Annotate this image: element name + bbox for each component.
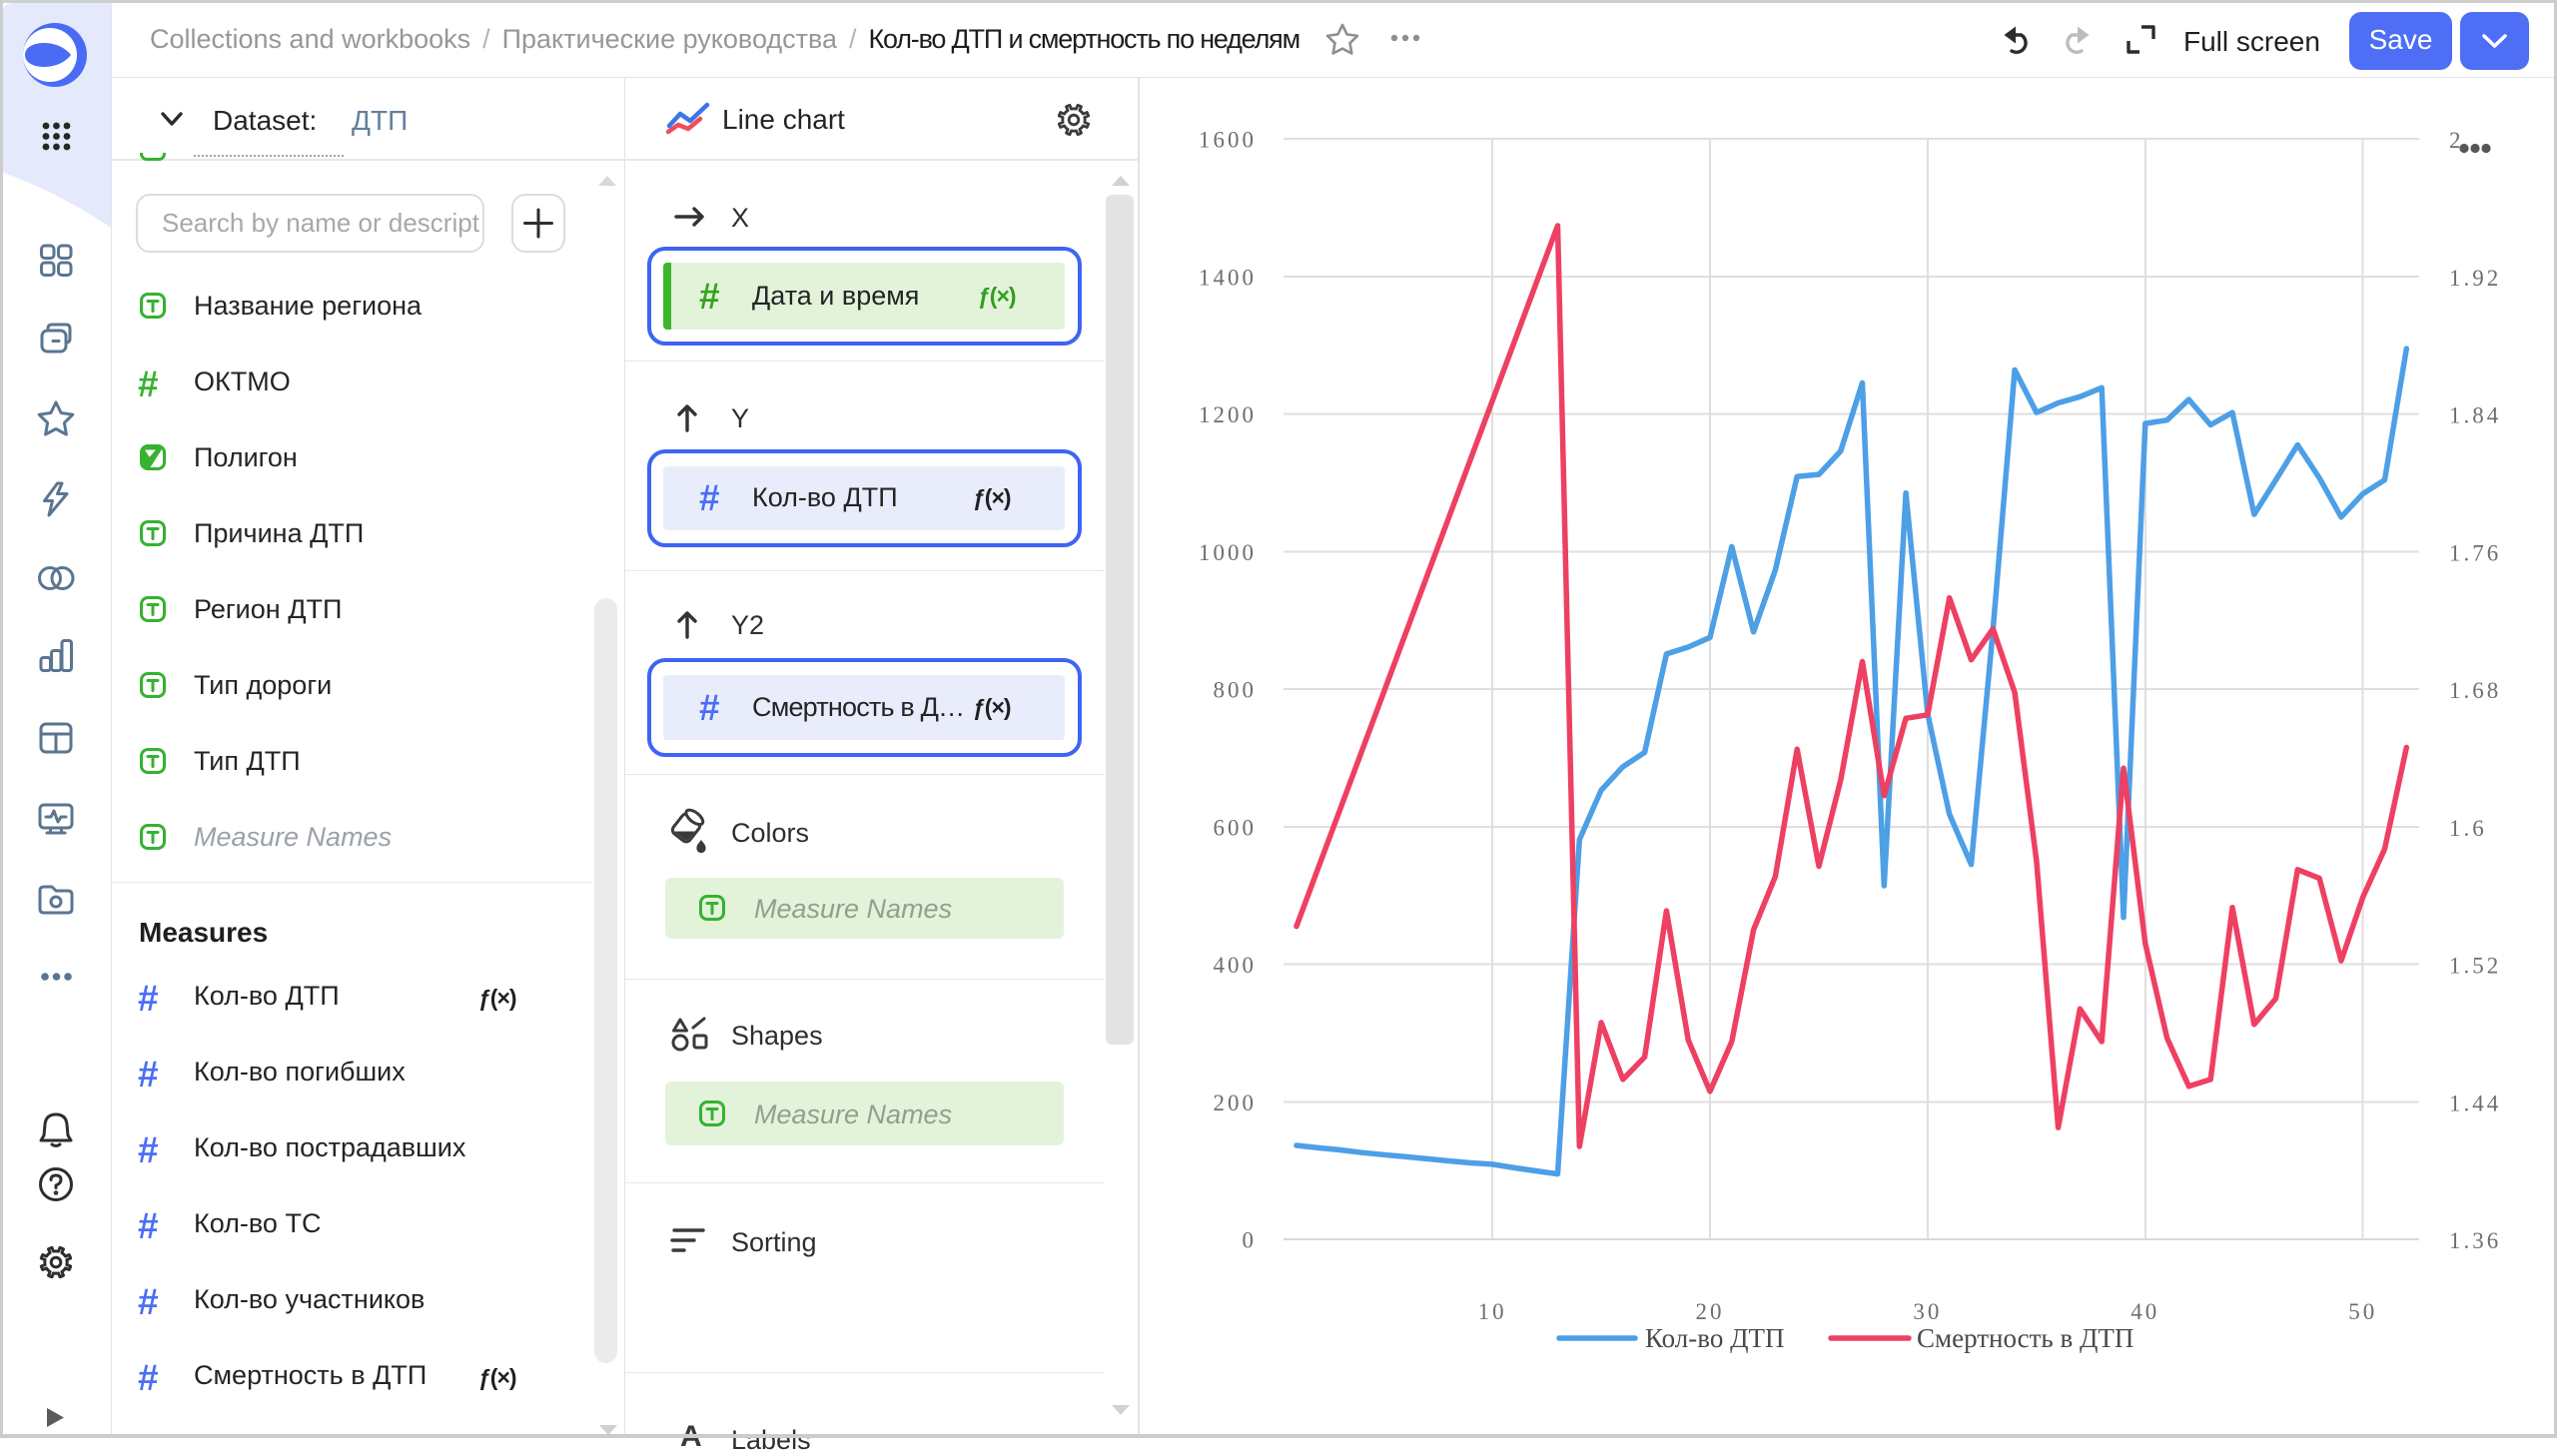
svg-text:600: 600	[1214, 815, 1258, 840]
svg-text:50: 50	[2348, 1299, 2377, 1324]
svg-text:10: 10	[1478, 1299, 1507, 1324]
svg-text:Смертность в ДТП: Смертность в ДТП	[1917, 1323, 2133, 1353]
svg-text:1.52: 1.52	[2449, 954, 2501, 979]
svg-text:400: 400	[1214, 953, 1258, 978]
svg-text:1.6: 1.6	[2449, 816, 2487, 841]
svg-text:800: 800	[1214, 678, 1258, 703]
svg-text:30: 30	[1913, 1299, 1942, 1324]
svg-text:1600: 1600	[1199, 128, 1257, 153]
svg-text:200: 200	[1214, 1091, 1258, 1115]
svg-text:2: 2	[2449, 128, 2464, 153]
svg-text:1.68: 1.68	[2449, 678, 2501, 703]
svg-text:40: 40	[2131, 1299, 2159, 1324]
svg-text:0: 0	[1243, 1228, 1258, 1253]
svg-text:Кол-во ДТП: Кол-во ДТП	[1645, 1323, 1785, 1353]
svg-text:1200: 1200	[1199, 402, 1257, 427]
svg-text:1400: 1400	[1199, 265, 1257, 290]
svg-text:1000: 1000	[1199, 540, 1257, 565]
svg-text:20: 20	[1696, 1299, 1725, 1324]
svg-text:1.84: 1.84	[2449, 403, 2501, 428]
svg-text:1.44: 1.44	[2449, 1091, 2501, 1115]
svg-text:1.92: 1.92	[2449, 266, 2501, 291]
svg-text:1.36: 1.36	[2449, 1228, 2501, 1253]
svg-text:1.76: 1.76	[2449, 540, 2501, 565]
